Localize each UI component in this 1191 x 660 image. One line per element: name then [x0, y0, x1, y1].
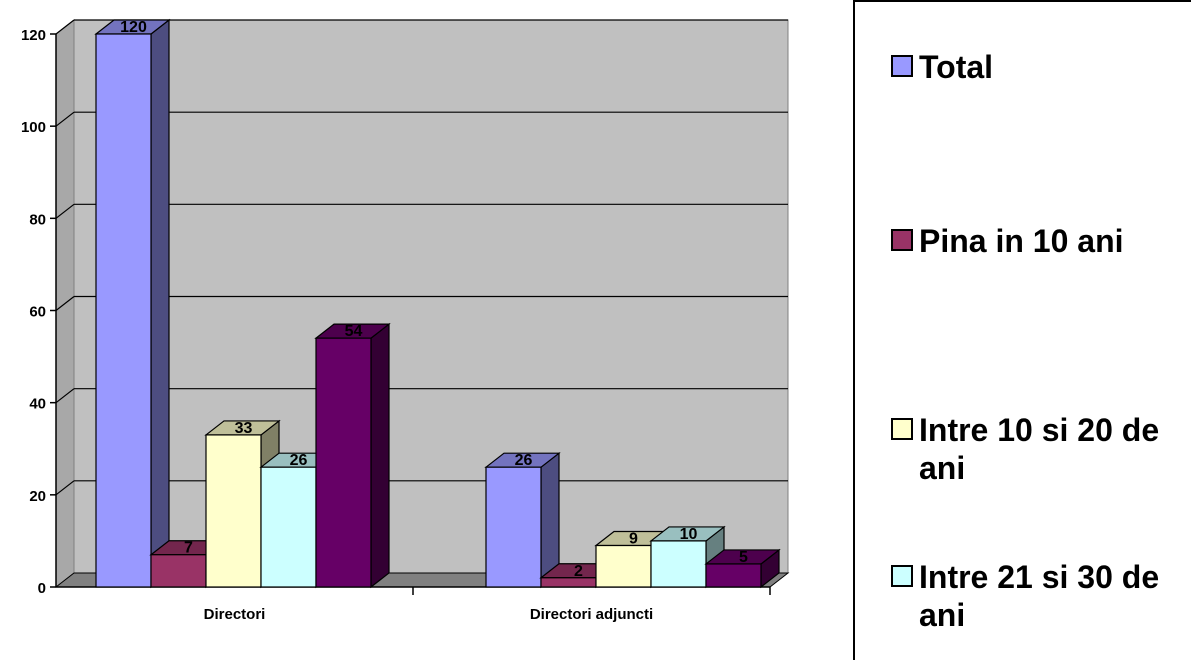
bar-series-5	[315, 337, 372, 588]
bar-total	[485, 466, 542, 588]
y-tick-label: 120	[21, 27, 46, 44]
legend: Total Pina in 10 ani Intre 10 si 20 de a…	[853, 0, 1191, 660]
data-label: 10	[680, 526, 698, 543]
bar-pina-in-10-ani	[150, 554, 207, 588]
legend-item-total: Total	[891, 48, 1191, 86]
x-tick-label: Directori	[204, 606, 266, 623]
legend-item-intre-10-si-20: Intre 10 si 20 de ani	[891, 411, 1191, 487]
legend-label: Intre 10 si 20 de ani	[919, 412, 1160, 486]
legend-item-pina-in-10-ani: Pina in 10 ani	[891, 222, 1191, 260]
legend-swatch-intre-21-si-30	[891, 565, 913, 587]
bar-intre-10-si-20-de-ani	[595, 544, 652, 588]
legend-swatch-total	[891, 55, 913, 77]
bar-intre-10-si-20-de-ani	[205, 434, 262, 588]
bar-total	[95, 33, 152, 588]
bar-intre-21-si-30-de-ani	[260, 466, 317, 588]
bar-pina-in-10-ani	[540, 577, 597, 588]
gridline-side	[55, 388, 75, 404]
legend-swatch-pina-in-10-ani	[891, 229, 913, 251]
legend-label: Total	[919, 49, 994, 85]
bar-series-5-side	[370, 322, 390, 589]
y-tick-label: 0	[38, 580, 46, 597]
y-tick-label: 60	[29, 304, 46, 321]
legend-item-intre-21-si-30: Intre 21 si 30 de ani	[891, 558, 1191, 634]
y-tick-label: 80	[29, 211, 46, 228]
x-tick-label: Directori adjuncti	[530, 606, 653, 623]
legend-label: Pina in 10 ani	[919, 223, 1124, 259]
data-label: 54	[345, 323, 363, 340]
y-tick-label: 100	[21, 119, 46, 136]
data-label: 26	[290, 452, 308, 469]
bar-total-side	[150, 18, 170, 589]
data-label: 5	[739, 549, 748, 566]
data-label: 33	[235, 420, 253, 437]
data-label: 26	[515, 452, 533, 469]
data-label: 9	[629, 531, 638, 548]
data-label: 120	[120, 19, 147, 36]
data-label: 7	[184, 540, 193, 557]
gridline-side	[55, 203, 75, 219]
legend-label: Intre 21 si 30 de ani	[919, 559, 1160, 633]
y-tick-label: 20	[29, 488, 46, 505]
bar-intre-21-si-30-de-ani	[650, 540, 707, 588]
y-tick-label: 40	[29, 396, 46, 413]
data-label: 2	[574, 563, 583, 580]
gridline-side	[55, 296, 75, 311]
gridline-side	[55, 480, 75, 496]
bar-series-5	[705, 563, 762, 588]
legend-swatch-intre-10-si-20	[891, 418, 913, 440]
bar-chart: 0 20 40 60 80 100 120 Directori 120 7 33 26 54 Direct…	[21, 18, 790, 623]
gridline-side	[55, 19, 75, 35]
gridline-side	[55, 111, 75, 127]
